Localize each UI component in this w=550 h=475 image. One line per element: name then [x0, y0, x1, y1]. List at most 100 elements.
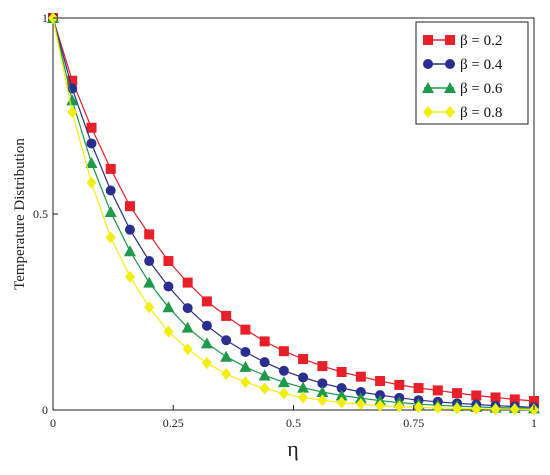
data-point	[316, 385, 329, 397]
data-point	[105, 231, 116, 244]
data-point	[432, 385, 443, 396]
data-point	[104, 206, 117, 218]
data-point	[124, 224, 135, 235]
data-point	[298, 391, 309, 404]
data-point	[509, 403, 520, 416]
data-point	[144, 301, 155, 314]
data-point	[298, 354, 309, 365]
data-point	[182, 303, 193, 314]
data-point	[432, 402, 443, 415]
data-point	[144, 229, 155, 240]
x-axis-label: η	[287, 436, 299, 461]
data-point	[221, 335, 232, 346]
data-point	[452, 388, 463, 399]
data-point	[355, 386, 366, 397]
data-point	[163, 256, 174, 267]
legend-label: β = 0.8	[460, 105, 502, 121]
data-point	[529, 395, 539, 406]
legend-label: β = 0.6	[460, 81, 503, 97]
data-point	[259, 382, 270, 395]
data-point	[67, 75, 78, 86]
legend-label: β = 0.4	[460, 57, 503, 73]
data-point	[278, 365, 289, 376]
data-point	[105, 163, 116, 174]
data-point	[297, 381, 310, 393]
legend-marker	[422, 82, 434, 93]
data-point	[182, 343, 193, 356]
data-point	[490, 403, 501, 416]
data-point	[490, 392, 501, 403]
data-point	[124, 201, 135, 212]
data-point	[355, 371, 366, 382]
data-point	[259, 357, 270, 368]
data-point	[413, 401, 424, 414]
data-point	[163, 325, 174, 338]
data-point	[221, 367, 232, 380]
ticks-layer: 0 0.25 0.5 0.75 1 0 0.5 1	[33, 11, 537, 430]
legend-entry: β = 0.2	[423, 33, 502, 49]
data-point	[182, 277, 193, 288]
data-point	[85, 157, 98, 169]
data-point	[201, 356, 212, 369]
data-point	[471, 390, 482, 401]
data-point	[144, 256, 155, 267]
y-tick-label: 1	[42, 11, 48, 25]
legend-marker	[445, 106, 455, 118]
data-point	[413, 383, 424, 394]
data-point	[240, 376, 251, 389]
data-point	[105, 185, 116, 196]
data-point	[509, 394, 520, 405]
data-point	[335, 389, 348, 401]
data-point	[124, 270, 135, 283]
data-point	[375, 399, 386, 412]
data-point	[162, 301, 175, 313]
data-point	[452, 402, 463, 415]
legend-entry: β = 0.8	[423, 105, 502, 121]
data-point	[143, 276, 156, 288]
data-point	[163, 281, 174, 292]
data-point	[336, 396, 347, 409]
legend-marker	[445, 35, 455, 45]
data-point	[375, 375, 386, 386]
legend-box	[415, 21, 529, 125]
data-point	[240, 346, 251, 357]
data-point	[298, 372, 309, 383]
data-point	[123, 245, 136, 257]
legend-label: β = 0.2	[460, 33, 502, 49]
legend-marker	[423, 59, 433, 69]
x-tick-label: 0	[50, 416, 56, 430]
series-4	[48, 12, 539, 416]
data-point	[336, 366, 347, 377]
data-point	[394, 400, 405, 413]
data-point	[317, 378, 328, 389]
data-point	[317, 361, 328, 372]
data-point	[86, 138, 97, 149]
x-tick-label: 0.5	[286, 416, 301, 430]
legend-marker	[444, 82, 456, 93]
data-point	[220, 350, 233, 362]
data-point	[317, 394, 328, 407]
data-point	[278, 346, 289, 357]
x-tick-label: 0.25	[163, 416, 184, 430]
legend-marker	[423, 106, 433, 118]
data-point	[67, 106, 78, 119]
data-point	[354, 392, 367, 404]
data-point	[221, 310, 232, 321]
legend-entry: β = 0.4	[423, 57, 503, 73]
data-point	[200, 337, 213, 349]
data-point	[278, 387, 289, 400]
data-point	[394, 379, 405, 390]
data-point	[259, 336, 270, 347]
data-point	[277, 376, 290, 388]
data-point	[86, 176, 97, 189]
data-point	[239, 360, 252, 372]
legend: β = 0.2 β = 0.4 β = 0.6 β = 0.8	[415, 21, 529, 125]
data-point	[355, 398, 366, 411]
data-point	[201, 320, 212, 331]
legend-entries: β = 0.2 β = 0.4 β = 0.6 β = 0.8	[422, 33, 503, 121]
series-layer	[47, 12, 540, 416]
data-point	[66, 94, 79, 106]
y-axis-label: Temperature Distribution	[12, 138, 28, 290]
series-line	[52, 17, 535, 409]
